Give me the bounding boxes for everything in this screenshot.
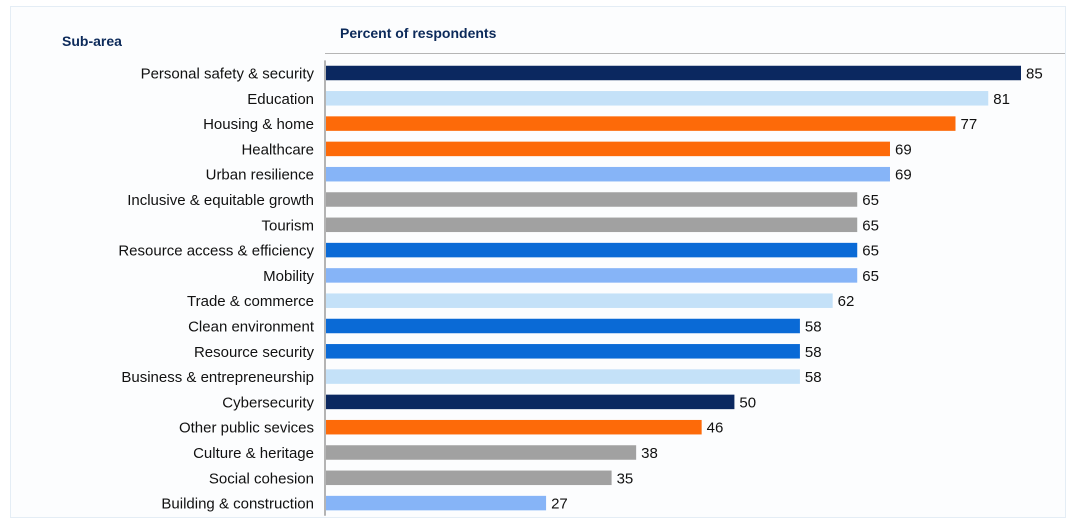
percent-header: Percent of respondents	[340, 25, 497, 41]
category-label: Resource access & efficiency	[118, 243, 314, 260]
category-label: Urban resilience	[206, 167, 314, 184]
bar	[326, 268, 858, 283]
value-label: 58	[805, 344, 822, 361]
category-label: Clean environment	[188, 319, 315, 336]
value-label: 65	[862, 217, 879, 234]
value-label: 69	[895, 141, 912, 158]
bar	[326, 445, 637, 460]
category-label: Inclusive & equitable growth	[127, 192, 314, 209]
category-label: Housing & home	[203, 116, 314, 133]
value-label: 77	[960, 116, 977, 133]
value-label: 65	[862, 192, 879, 209]
value-label: 85	[1026, 66, 1043, 83]
bar	[326, 141, 890, 157]
bar	[326, 419, 702, 435]
bar	[326, 217, 858, 233]
value-label: 62	[838, 293, 855, 310]
value-label: 58	[805, 319, 822, 336]
value-label: 35	[617, 470, 634, 487]
value-label: 27	[551, 496, 568, 513]
bar	[326, 495, 547, 511]
bar	[326, 318, 800, 334]
category-label: Tourism	[261, 217, 314, 234]
category-label: Resource security	[194, 344, 315, 361]
category-label: Education	[247, 91, 314, 108]
category-label: Business & entrepreneurship	[121, 369, 314, 386]
value-label: 50	[739, 394, 756, 411]
bar	[326, 470, 612, 486]
sub-area-header: Sub-area	[62, 33, 122, 49]
category-label: Cybersecurity	[222, 394, 314, 411]
value-label: 65	[862, 243, 879, 260]
bar	[326, 394, 735, 410]
value-label: 69	[895, 167, 912, 184]
bar	[326, 344, 800, 359]
bar	[326, 91, 989, 106]
value-label: 58	[805, 369, 822, 386]
category-label: Healthcare	[241, 141, 314, 158]
category-label: Building & construction	[161, 496, 314, 513]
value-label: 65	[862, 268, 879, 285]
bar	[326, 116, 956, 131]
category-label: Mobility	[263, 268, 314, 285]
bar	[326, 192, 858, 207]
bar	[326, 369, 800, 384]
value-label: 38	[641, 445, 658, 462]
category-label: Social cohesion	[209, 470, 314, 487]
bar	[326, 65, 1021, 81]
category-label: Culture & heritage	[193, 445, 314, 462]
bar	[326, 293, 833, 308]
category-label: Trade & commerce	[187, 293, 314, 310]
category-label: Other public sevices	[179, 420, 314, 437]
bar	[326, 166, 890, 182]
bar	[326, 242, 858, 258]
category-label: Personal safety & security	[141, 66, 315, 83]
value-label: 46	[707, 420, 724, 437]
value-label: 81	[993, 91, 1010, 108]
header-rule	[325, 53, 1065, 54]
